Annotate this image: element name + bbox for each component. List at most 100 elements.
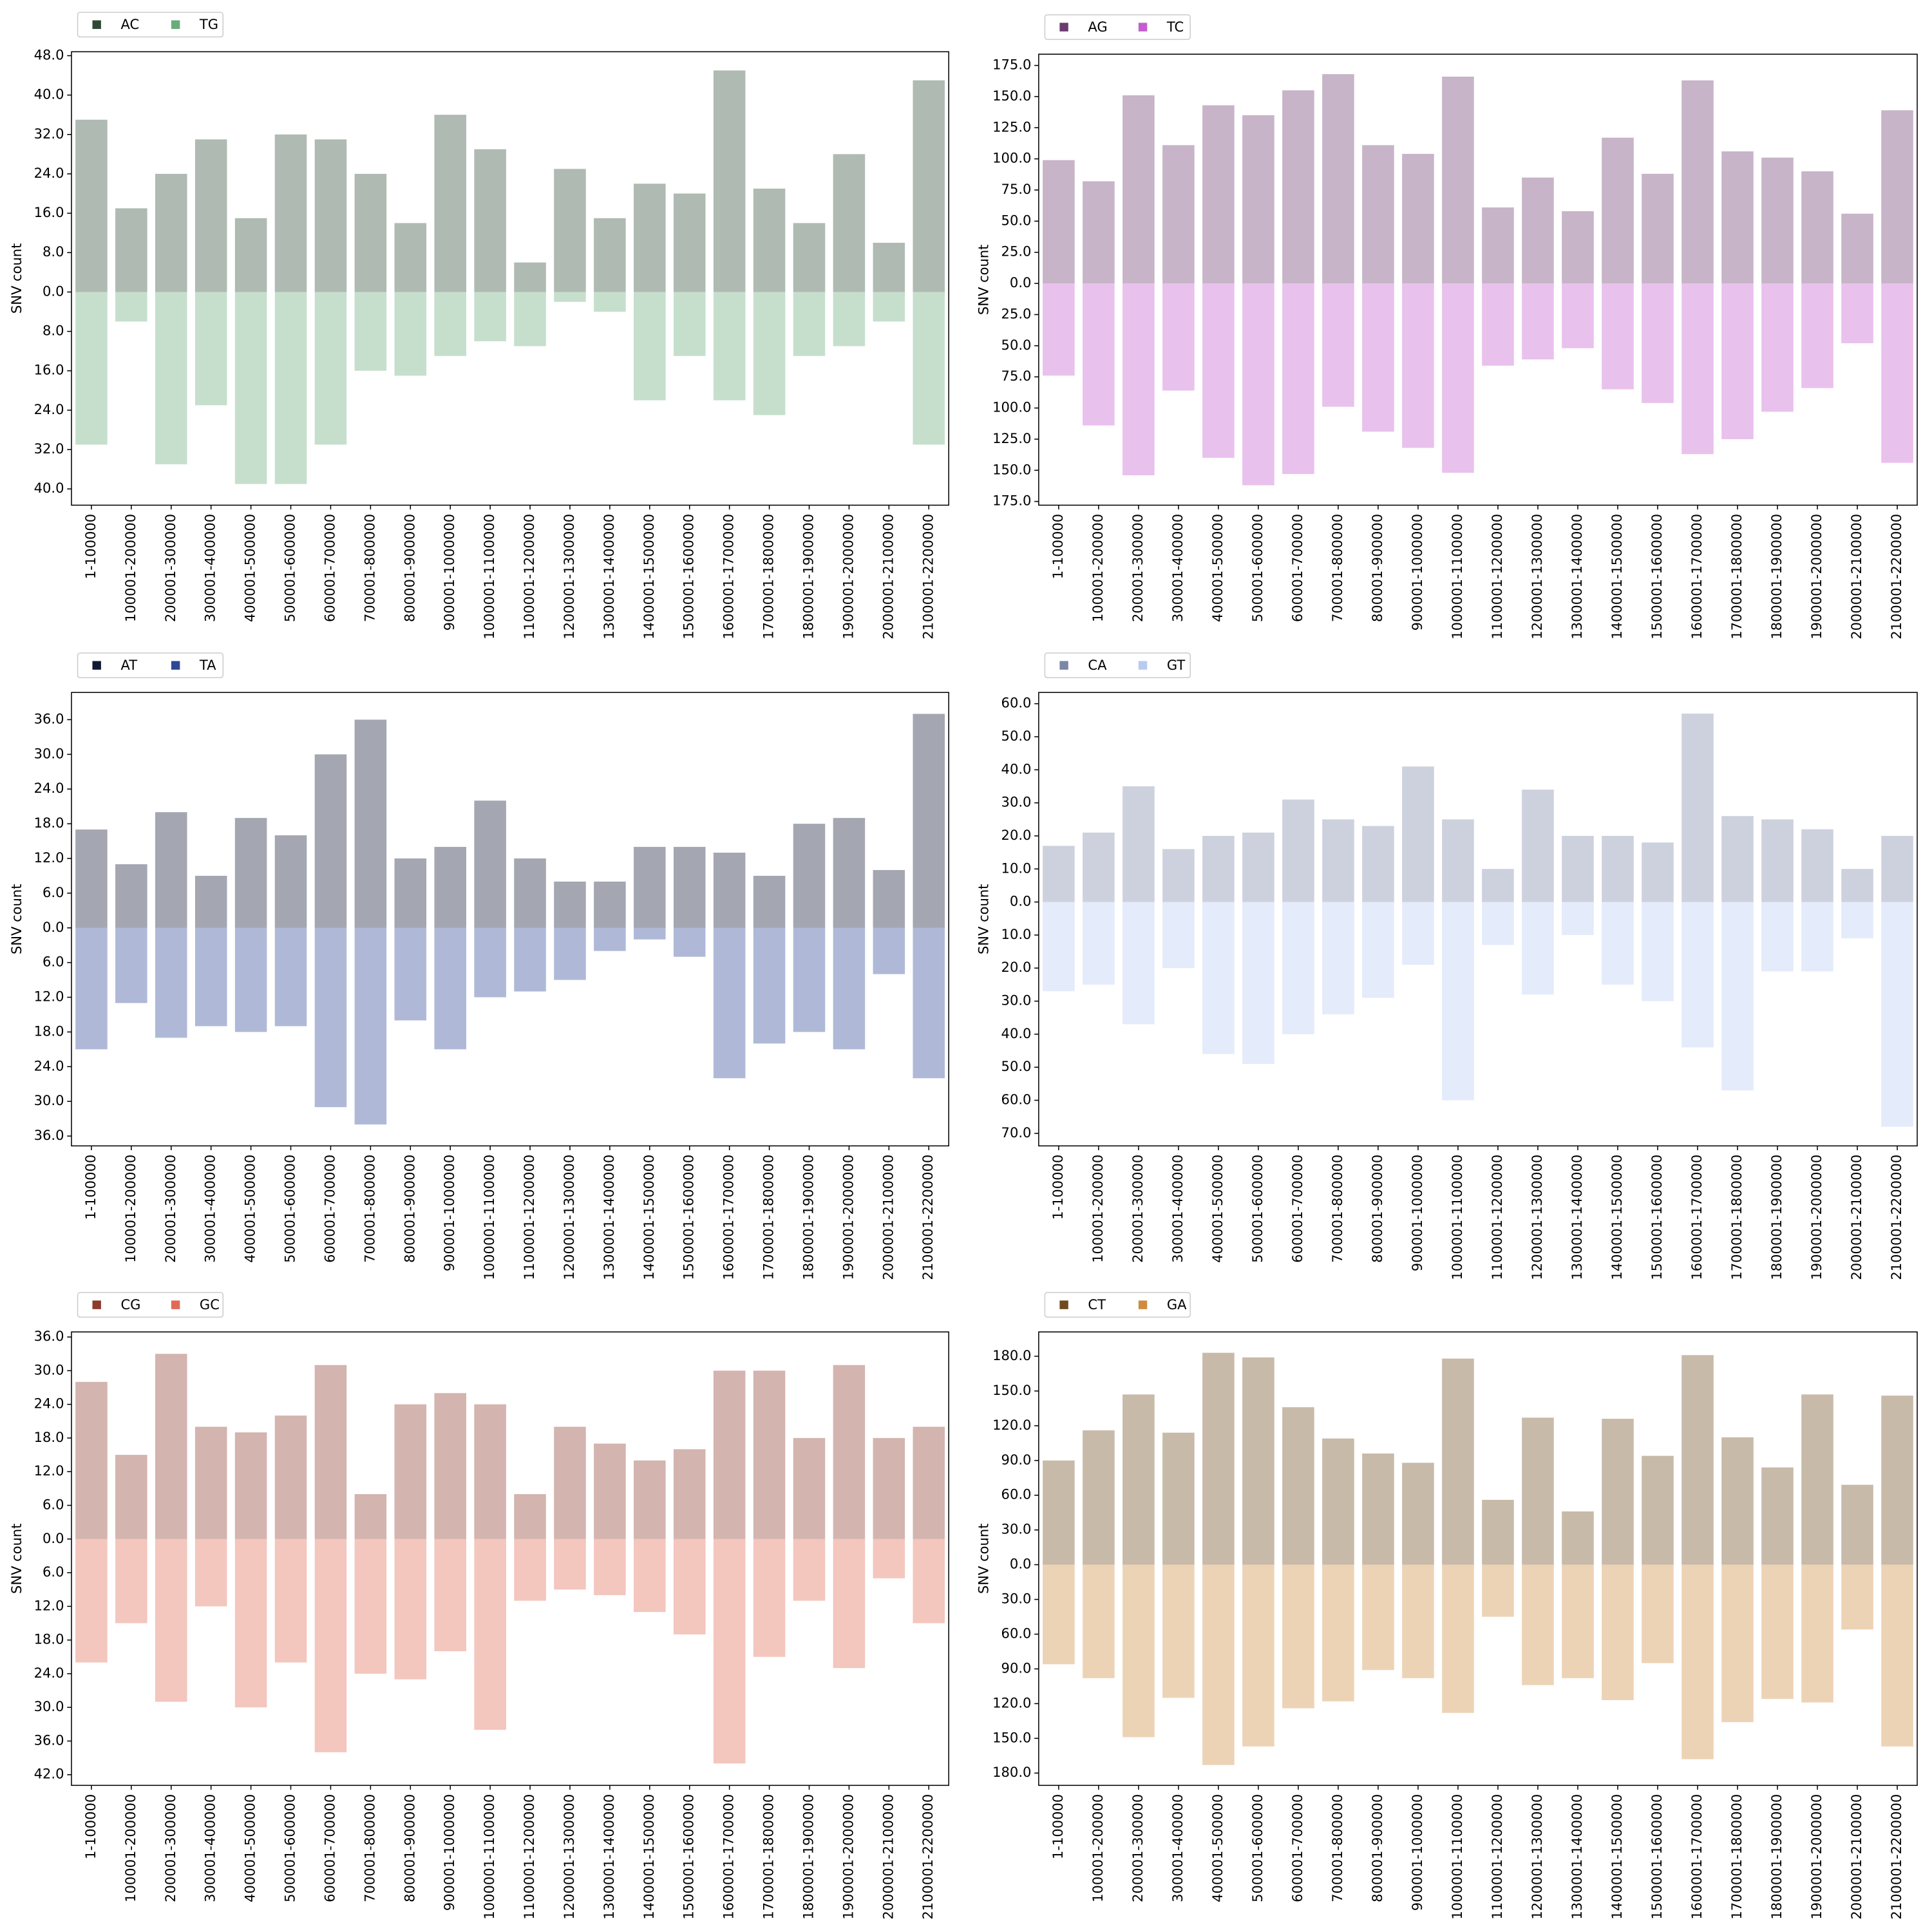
bar xyxy=(1721,283,1754,439)
legend-label: CT xyxy=(1088,1296,1106,1312)
x-tick-label: 1-100000 xyxy=(1050,1155,1066,1220)
y-tick-label: 180.0 xyxy=(992,1764,1031,1780)
bar xyxy=(1362,826,1394,902)
x-tick-label: 400001-500000 xyxy=(1209,514,1226,622)
y-tick-label: 0.0 xyxy=(1010,1556,1031,1572)
x-tick-label: 1300001-1400000 xyxy=(601,1155,617,1280)
y-tick-label: 60.0 xyxy=(1001,695,1032,711)
plot-frame xyxy=(71,692,949,1147)
bar xyxy=(1522,1564,1554,1685)
x-tick-label: 1600001-1700000 xyxy=(721,1155,737,1280)
bar xyxy=(634,1539,666,1613)
x-tick-label: 1400001-1500000 xyxy=(641,1155,657,1280)
bar xyxy=(354,1539,387,1674)
x-tick-label: 1800001-1900000 xyxy=(1768,1794,1785,1920)
bar xyxy=(1442,283,1474,473)
bar xyxy=(1322,1438,1354,1565)
bar xyxy=(155,173,187,292)
x-tick-label: 1200001-1300000 xyxy=(561,514,577,639)
bar xyxy=(634,847,666,928)
bar xyxy=(514,858,546,928)
y-tick-label: 120.0 xyxy=(992,1417,1031,1433)
legend-label: AC xyxy=(120,16,139,32)
x-tick-label: 600001-700000 xyxy=(321,514,337,622)
y-tick-label: 150.0 xyxy=(992,88,1031,104)
x-tick-label: 1600001-1700000 xyxy=(1689,1794,1705,1920)
x-tick-label: 1700001-1800000 xyxy=(761,1155,777,1280)
bar xyxy=(793,223,826,292)
y-tick-label: 180.0 xyxy=(992,1347,1031,1363)
bar xyxy=(833,818,866,928)
bar xyxy=(1642,1455,1674,1565)
x-tick-label: 200001-300000 xyxy=(1130,514,1146,622)
y-tick-label: 100.0 xyxy=(992,150,1031,166)
bar xyxy=(1202,1564,1235,1765)
x-tick-label: 1-100000 xyxy=(82,1155,99,1220)
bar xyxy=(1602,1564,1634,1700)
bar xyxy=(234,1432,267,1539)
x-tick-label: 1700001-1800000 xyxy=(1728,1155,1745,1280)
bar xyxy=(753,875,786,928)
bar xyxy=(394,223,427,292)
x-tick-label: 1000001-1100000 xyxy=(481,1794,497,1920)
bar xyxy=(1562,835,1594,902)
bar xyxy=(1402,283,1434,448)
x-tick-label: 700001-800000 xyxy=(361,1794,377,1902)
bar xyxy=(1202,835,1235,902)
y-tick-label: 50.0 xyxy=(1001,1058,1032,1074)
x-tick-label: 2100001-2200000 xyxy=(920,514,936,639)
bar xyxy=(1162,1432,1195,1565)
x-tick-label: 1000001-1100000 xyxy=(1449,1155,1465,1280)
bar xyxy=(1801,829,1833,902)
bar xyxy=(1482,902,1514,945)
y-tick-label: 30.0 xyxy=(34,1361,64,1378)
x-tick-label: 300001-400000 xyxy=(1170,514,1186,622)
y-axis-label: SNV count xyxy=(8,1524,24,1594)
bar xyxy=(554,1539,586,1590)
bar xyxy=(634,184,666,292)
bar xyxy=(1801,1394,1833,1565)
y-tick-label: 12.0 xyxy=(34,849,64,866)
y-tick-label: 20.0 xyxy=(1001,827,1032,843)
bar xyxy=(314,1539,347,1752)
bar xyxy=(434,1539,466,1652)
legend-box xyxy=(77,652,224,679)
x-tick-label: 600001-700000 xyxy=(1289,514,1305,622)
x-tick-label: 900001-1000000 xyxy=(441,1794,457,1911)
bar xyxy=(155,1539,187,1702)
bar xyxy=(713,853,746,928)
bar xyxy=(394,292,427,376)
x-tick-label: 900001-1000000 xyxy=(441,1155,457,1272)
x-tick-label: 1000001-1100000 xyxy=(481,1155,497,1280)
bar xyxy=(394,1539,427,1680)
bar xyxy=(1841,283,1873,343)
bar xyxy=(713,927,746,1079)
legend-label: TC xyxy=(1166,19,1184,35)
bar xyxy=(474,1404,506,1539)
bar xyxy=(1122,1394,1155,1565)
y-tick-label: 24.0 xyxy=(34,780,64,796)
bar xyxy=(274,1539,307,1663)
y-tick-label: 16.0 xyxy=(34,204,64,220)
bar xyxy=(1162,902,1195,969)
bar xyxy=(474,800,506,928)
x-tick-label: 1000001-1100000 xyxy=(1449,514,1465,639)
bar xyxy=(793,292,826,356)
bar xyxy=(554,1426,586,1539)
bar xyxy=(115,1455,147,1539)
y-tick-label: 30.0 xyxy=(1001,1591,1032,1607)
bar xyxy=(1402,1564,1434,1678)
x-tick-label: 1-100000 xyxy=(1050,1794,1066,1859)
bar xyxy=(913,292,945,445)
y-tick-label: 8.0 xyxy=(43,323,64,339)
bar xyxy=(1602,283,1634,390)
x-tick-label: 100001-200000 xyxy=(122,1155,138,1263)
y-tick-label: 30.0 xyxy=(34,745,64,761)
x-tick-label: 100001-200000 xyxy=(1090,514,1106,622)
bar xyxy=(1083,1564,1115,1678)
bar xyxy=(434,927,466,1050)
bar xyxy=(1841,213,1873,284)
bar xyxy=(75,1539,108,1663)
x-tick-label: 800001-900000 xyxy=(1369,514,1385,622)
